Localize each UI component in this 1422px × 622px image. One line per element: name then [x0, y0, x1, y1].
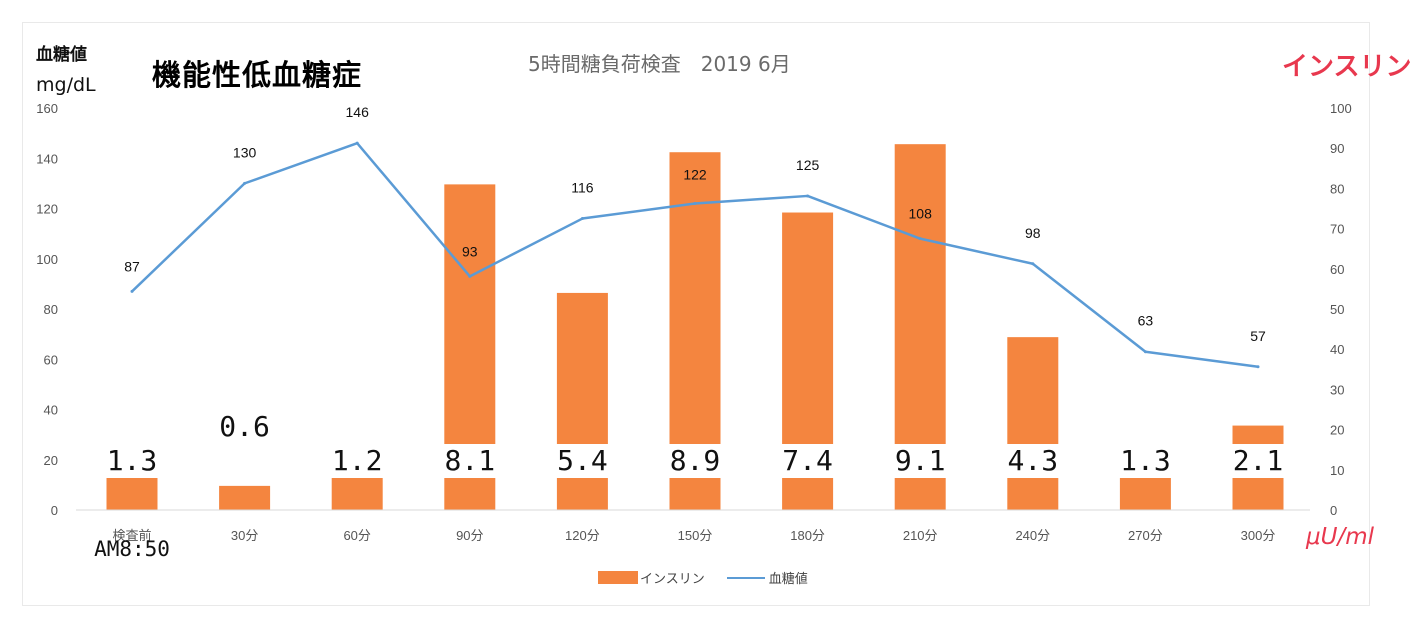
insulin-label-box: [1230, 444, 1286, 478]
insulin-data-label: 8.1: [445, 444, 496, 477]
insulin-data-label: 0.6: [219, 410, 270, 443]
y-right-tick-label: 30: [1330, 382, 1344, 397]
x-tick-label: 検査前: [112, 528, 151, 543]
x-tick-label: 150分: [678, 528, 713, 543]
glucose-point: [580, 217, 584, 221]
glucose-point: [1031, 262, 1035, 266]
insulin-data-label: 8.9: [670, 444, 721, 477]
y-axis-unit: mg/dL: [36, 74, 96, 96]
x-tick-label: 90分: [456, 528, 483, 543]
x-tick-label: 270分: [1128, 528, 1163, 543]
glucose-data-label: 87: [124, 258, 140, 274]
y-left-tick-label: 60: [44, 352, 58, 367]
chart-subtitle: 5時間糖負荷検査 2019 6月: [528, 52, 791, 76]
chart-legend: インスリン 血糖値: [598, 568, 808, 587]
insulin-bar: [1007, 337, 1059, 510]
y-right-tick-label: 60: [1330, 262, 1344, 277]
right-axis-title: インスリン: [1282, 52, 1412, 82]
y-right-tick-label: 0: [1330, 503, 1337, 518]
glucose-data-label: 57: [1250, 328, 1266, 344]
glucose-point: [468, 274, 472, 278]
insulin-data-label: 1.2: [332, 444, 383, 477]
glucose-point: [355, 141, 359, 145]
y-left-tick-label: 40: [44, 403, 58, 418]
x-tick-label: 210分: [903, 528, 938, 543]
glucose-data-label: 125: [796, 157, 820, 173]
y-left-tick-label: 80: [44, 302, 58, 317]
glucose-point: [918, 237, 922, 241]
insulin-label-box: [104, 444, 160, 478]
chart-title: 機能性低血糖症: [152, 58, 363, 92]
legend-glucose-swatch: [726, 576, 765, 579]
glucose-data-label: 122: [683, 166, 707, 182]
y-left-tick-label: 120: [36, 202, 58, 217]
insulin-label-box: [329, 444, 386, 478]
x-first-time-note: AM8:50: [94, 537, 170, 561]
right-axis-unit: μU/ml: [1306, 524, 1375, 550]
insulin-label-box: [892, 444, 949, 478]
insulin-data-label: 7.4: [782, 444, 833, 477]
legend-insulin-swatch: [598, 571, 638, 584]
insulin-label-box: [1117, 444, 1174, 478]
insulin-label-box: [554, 444, 611, 478]
y-right-tick-label: 20: [1330, 423, 1344, 438]
x-tick-label: 30分: [231, 528, 258, 543]
y-left-tick-label: 20: [44, 453, 58, 468]
y-right-tick-label: 100: [1330, 101, 1352, 116]
insulin-data-label: 9.1: [895, 444, 946, 477]
insulin-data-label: 1.3: [1120, 444, 1171, 477]
y-axis-unit-label: 血糖値: [36, 45, 87, 65]
legend-insulin-label: インスリン: [640, 572, 705, 587]
y-right-tick-label: 90: [1330, 141, 1344, 156]
y-right-tick-label: 80: [1330, 181, 1344, 196]
x-tick-label: 60分: [343, 528, 370, 543]
insulin-bar: [219, 485, 271, 510]
glucose-data-label: 108: [909, 206, 933, 222]
glucose-data-label: 98: [1025, 225, 1041, 241]
x-tick-label: 180分: [790, 528, 825, 543]
y-left-tick-label: 160: [36, 101, 58, 116]
legend-glucose-label: 血糖値: [768, 572, 808, 587]
y-left-tick-label: 100: [36, 252, 58, 267]
glucose-point: [806, 194, 810, 198]
glucose-data-label: 63: [1138, 313, 1154, 329]
x-tick-label: 240分: [1015, 528, 1050, 543]
insulin-label-box: [1004, 444, 1061, 478]
insulin-data-label: 5.4: [557, 444, 608, 477]
glucose-point: [693, 201, 697, 205]
insulin-data-label: 2.1: [1233, 444, 1284, 477]
insulin-label-box: [441, 444, 498, 478]
glucose-data-label: 130: [233, 144, 257, 160]
glucose-data-label: 93: [462, 243, 478, 259]
y-right-tick-label: 70: [1330, 222, 1344, 237]
glucose-point: [1143, 350, 1147, 354]
y-right-tick-label: 10: [1330, 463, 1344, 478]
y-left-tick-label: 0: [51, 503, 58, 518]
y-right-tick-label: 40: [1330, 342, 1344, 357]
glucose-point: [1256, 365, 1260, 369]
x-tick-label: 120分: [565, 528, 600, 543]
glucose-data-label: 146: [346, 104, 370, 120]
glucose-point: [130, 289, 134, 293]
insulin-label-box: [667, 444, 723, 478]
glucose-data-label: 116: [571, 180, 594, 196]
insulin-data-label: 4.3: [1008, 444, 1059, 477]
y-left-tick-label: 140: [36, 151, 58, 166]
insulin-label-box: [779, 444, 836, 478]
glucose-point: [243, 181, 247, 185]
x-tick-label: 300分: [1241, 528, 1276, 543]
insulin-data-label: 1.3: [107, 444, 158, 477]
y-right-tick-label: 50: [1330, 302, 1344, 317]
